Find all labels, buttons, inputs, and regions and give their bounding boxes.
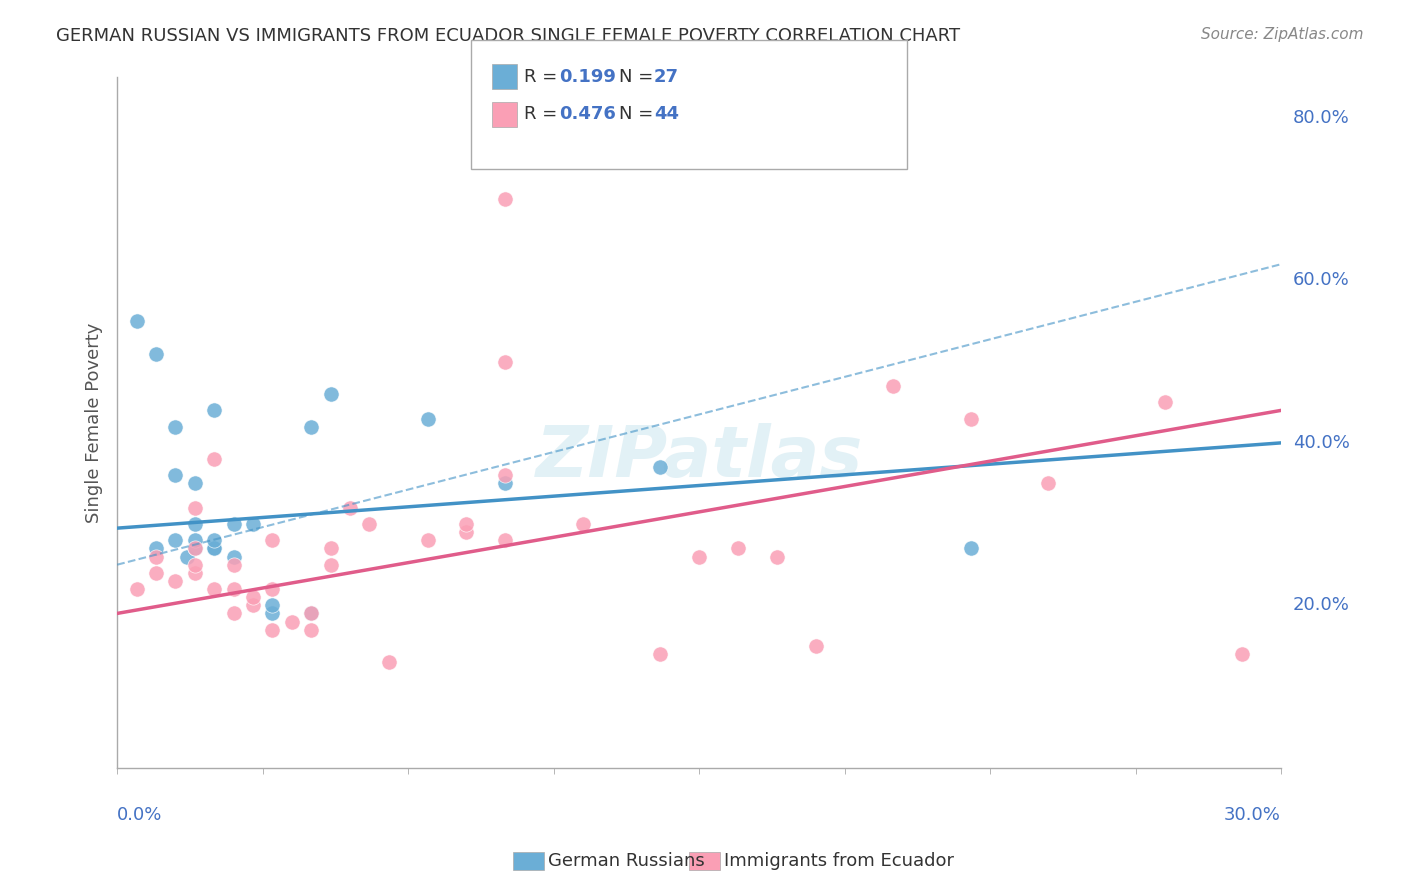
Point xyxy=(416,411,439,425)
Point xyxy=(222,607,245,621)
Text: 30.0%: 30.0% xyxy=(1225,805,1281,823)
Text: Immigrants from Ecuador: Immigrants from Ecuador xyxy=(724,852,955,870)
Point xyxy=(176,549,198,564)
Point xyxy=(339,500,361,515)
Point xyxy=(125,314,148,328)
Point xyxy=(456,517,478,532)
Point xyxy=(299,419,322,434)
Text: Source: ZipAtlas.com: Source: ZipAtlas.com xyxy=(1201,27,1364,42)
Point xyxy=(184,533,207,548)
Point xyxy=(319,558,342,572)
Point xyxy=(650,647,672,661)
Point xyxy=(165,419,187,434)
Point xyxy=(727,541,749,556)
Point xyxy=(494,533,516,548)
Point xyxy=(184,517,207,532)
Point xyxy=(184,558,207,572)
Text: N =: N = xyxy=(619,68,658,86)
Point xyxy=(494,354,516,368)
Point xyxy=(184,541,207,556)
Text: GERMAN RUSSIAN VS IMMIGRANTS FROM ECUADOR SINGLE FEMALE POVERTY CORRELATION CHAR: GERMAN RUSSIAN VS IMMIGRANTS FROM ECUADO… xyxy=(56,27,960,45)
Point xyxy=(688,549,710,564)
Point xyxy=(184,541,207,556)
Point xyxy=(765,549,787,564)
Point xyxy=(299,623,322,637)
Text: 0.199: 0.199 xyxy=(560,68,616,86)
Point xyxy=(281,615,304,629)
Point xyxy=(222,517,245,532)
Text: 20.0%: 20.0% xyxy=(1292,596,1350,615)
Text: 80.0%: 80.0% xyxy=(1292,109,1350,127)
Point xyxy=(1153,395,1175,409)
Point xyxy=(959,541,981,556)
Point xyxy=(242,517,264,532)
Point xyxy=(165,574,187,588)
Text: R =: R = xyxy=(524,105,564,123)
Point xyxy=(882,379,904,393)
Point xyxy=(145,346,167,360)
Point xyxy=(262,623,284,637)
Point xyxy=(184,500,207,515)
Point xyxy=(262,599,284,613)
Text: ZIPatlas: ZIPatlas xyxy=(536,423,863,491)
Point xyxy=(262,533,284,548)
Point xyxy=(494,192,516,206)
Point xyxy=(416,533,439,548)
Point xyxy=(804,639,827,653)
Point xyxy=(571,517,593,532)
Point xyxy=(222,549,245,564)
Point xyxy=(202,541,225,556)
Point xyxy=(262,607,284,621)
Point xyxy=(650,460,672,475)
Point xyxy=(202,582,225,596)
Point xyxy=(319,387,342,401)
Text: R =: R = xyxy=(524,68,564,86)
Point xyxy=(145,541,167,556)
Point xyxy=(494,468,516,483)
Point xyxy=(242,590,264,604)
Point xyxy=(262,582,284,596)
Point xyxy=(242,599,264,613)
Point xyxy=(202,541,225,556)
Point xyxy=(202,452,225,467)
Point xyxy=(377,655,399,669)
Point xyxy=(299,607,322,621)
Text: N =: N = xyxy=(619,105,658,123)
Text: 0.476: 0.476 xyxy=(560,105,616,123)
Point xyxy=(299,607,322,621)
Text: 40.0%: 40.0% xyxy=(1292,434,1350,452)
Point xyxy=(165,533,187,548)
Point xyxy=(959,411,981,425)
Point xyxy=(145,549,167,564)
Text: 0.0%: 0.0% xyxy=(117,805,163,823)
Point xyxy=(319,541,342,556)
Point xyxy=(202,403,225,417)
Text: 44: 44 xyxy=(654,105,679,123)
Point xyxy=(184,566,207,580)
Point xyxy=(1232,647,1254,661)
Point xyxy=(456,525,478,540)
Point xyxy=(359,517,381,532)
Point xyxy=(184,476,207,491)
Point xyxy=(145,566,167,580)
Text: 60.0%: 60.0% xyxy=(1292,271,1350,290)
Text: German Russians: German Russians xyxy=(548,852,704,870)
Text: 27: 27 xyxy=(654,68,679,86)
Point xyxy=(1038,476,1060,491)
Point xyxy=(222,558,245,572)
Point xyxy=(165,468,187,483)
Point xyxy=(494,476,516,491)
Y-axis label: Single Female Poverty: Single Female Poverty xyxy=(86,322,103,523)
Point xyxy=(222,582,245,596)
Point xyxy=(125,582,148,596)
Point xyxy=(202,533,225,548)
